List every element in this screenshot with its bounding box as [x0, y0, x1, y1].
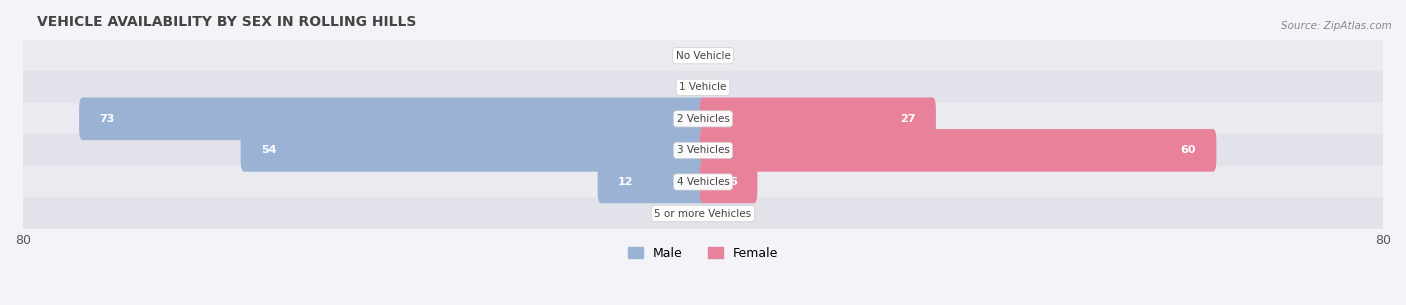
FancyBboxPatch shape: [22, 197, 1384, 230]
FancyBboxPatch shape: [240, 129, 706, 172]
FancyBboxPatch shape: [22, 71, 1384, 104]
Text: 12: 12: [619, 177, 634, 187]
Text: 1 Vehicle: 1 Vehicle: [679, 82, 727, 92]
Text: 5 or more Vehicles: 5 or more Vehicles: [654, 209, 752, 219]
Text: 3 Vehicles: 3 Vehicles: [676, 145, 730, 156]
Text: 0: 0: [683, 82, 690, 92]
FancyBboxPatch shape: [22, 134, 1384, 167]
Text: 0: 0: [716, 82, 723, 92]
Legend: Male, Female: Male, Female: [623, 242, 783, 265]
Text: 0: 0: [716, 209, 723, 219]
FancyBboxPatch shape: [700, 98, 936, 140]
Text: 54: 54: [262, 145, 277, 156]
FancyBboxPatch shape: [700, 129, 1216, 172]
Text: 6: 6: [730, 177, 737, 187]
Text: 73: 73: [100, 114, 115, 124]
Text: 0: 0: [716, 51, 723, 61]
FancyBboxPatch shape: [22, 102, 1384, 135]
FancyBboxPatch shape: [700, 161, 758, 203]
FancyBboxPatch shape: [79, 98, 706, 140]
FancyBboxPatch shape: [22, 166, 1384, 198]
Text: 27: 27: [900, 114, 915, 124]
Text: Source: ZipAtlas.com: Source: ZipAtlas.com: [1281, 21, 1392, 31]
Text: 2 Vehicles: 2 Vehicles: [676, 114, 730, 124]
Text: 4 Vehicles: 4 Vehicles: [676, 177, 730, 187]
Text: 0: 0: [683, 209, 690, 219]
FancyBboxPatch shape: [22, 39, 1384, 72]
Text: 0: 0: [683, 51, 690, 61]
Text: No Vehicle: No Vehicle: [675, 51, 731, 61]
Text: 60: 60: [1181, 145, 1197, 156]
FancyBboxPatch shape: [598, 161, 706, 203]
Text: VEHICLE AVAILABILITY BY SEX IN ROLLING HILLS: VEHICLE AVAILABILITY BY SEX IN ROLLING H…: [37, 15, 416, 29]
